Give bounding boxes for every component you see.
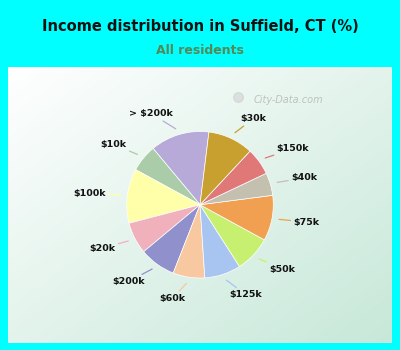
Text: All residents: All residents: [156, 44, 244, 57]
Text: $50k: $50k: [259, 259, 295, 274]
Wedge shape: [200, 151, 266, 205]
Text: $125k: $125k: [226, 280, 262, 299]
Wedge shape: [127, 170, 200, 223]
Text: $150k: $150k: [265, 144, 309, 158]
Wedge shape: [144, 205, 200, 273]
Text: $40k: $40k: [277, 174, 317, 182]
Wedge shape: [153, 132, 209, 205]
Text: $20k: $20k: [90, 241, 128, 253]
Wedge shape: [200, 205, 240, 278]
Text: $60k: $60k: [159, 284, 186, 303]
Text: $200k: $200k: [112, 269, 152, 286]
Wedge shape: [200, 205, 264, 266]
Text: $75k: $75k: [279, 218, 319, 227]
Wedge shape: [200, 173, 273, 205]
Wedge shape: [136, 148, 200, 205]
Wedge shape: [129, 205, 200, 252]
Wedge shape: [200, 132, 250, 205]
Text: Income distribution in Suffield, CT (%): Income distribution in Suffield, CT (%): [42, 19, 358, 34]
Wedge shape: [173, 205, 205, 278]
Wedge shape: [200, 195, 273, 240]
Text: City-Data.com: City-Data.com: [254, 95, 323, 105]
Text: $10k: $10k: [100, 140, 138, 154]
Text: $30k: $30k: [235, 114, 266, 133]
Text: > $200k: > $200k: [129, 109, 176, 129]
Text: $100k: $100k: [73, 189, 120, 198]
